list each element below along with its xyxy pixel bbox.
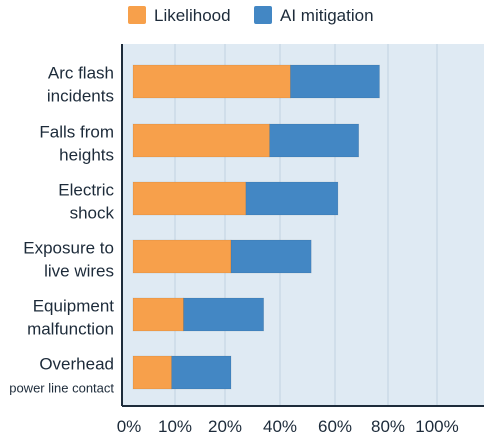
bar-ai-mitigation: [269, 123, 360, 158]
x-tick-label: 0%: [117, 417, 142, 436]
bars-layer: [132, 64, 380, 390]
bar-likelihood: [132, 239, 232, 274]
plot-background: [122, 44, 484, 406]
category-label: Equipment: [33, 297, 115, 316]
category-label: live wires: [44, 262, 114, 281]
legend: Likelihood AI mitigation: [128, 6, 374, 25]
category-label: Exposure to: [23, 239, 114, 258]
legend-label: Likelihood: [154, 6, 231, 25]
category-label: heights: [59, 146, 114, 165]
bar-likelihood: [132, 297, 184, 332]
bar-likelihood: [132, 181, 247, 216]
bar-ai-mitigation: [245, 181, 339, 216]
bar-ai-mitigation: [290, 64, 380, 99]
bar-likelihood: [132, 123, 270, 158]
category-labels: Arc flash incidents Falls from heights Elect…: [9, 64, 114, 396]
category-label: Electric: [58, 181, 114, 200]
x-tick-label: 80%: [371, 417, 405, 436]
bar-likelihood: [132, 64, 291, 99]
x-tick-label: 60%: [318, 417, 352, 436]
category-label: Falls from: [39, 123, 114, 142]
category-label: malfunction: [27, 320, 114, 339]
x-tick-label: 20%: [208, 417, 242, 436]
category-label: Arc flash: [48, 64, 114, 83]
x-tick-label: 100%: [415, 417, 458, 436]
category-label: shock: [70, 204, 115, 223]
legend-swatch: [128, 6, 146, 24]
legend-label: AI mitigation: [280, 6, 374, 25]
legend-swatch: [254, 6, 272, 24]
bar-ai-mitigation: [171, 355, 232, 390]
bar-ai-mitigation: [183, 297, 264, 332]
x-tick-label: 40%: [263, 417, 297, 436]
x-tick-label: 10%: [158, 417, 192, 436]
x-ticks: 0% 10% 20% 40% 60% 80% 100%: [117, 417, 459, 436]
grid-layer: [174, 44, 438, 406]
category-label: Overhead: [39, 355, 114, 374]
category-label: incidents: [47, 87, 114, 106]
category-label: power line contact: [9, 381, 114, 396]
bar-ai-mitigation: [230, 239, 312, 274]
bar-likelihood: [132, 355, 172, 390]
